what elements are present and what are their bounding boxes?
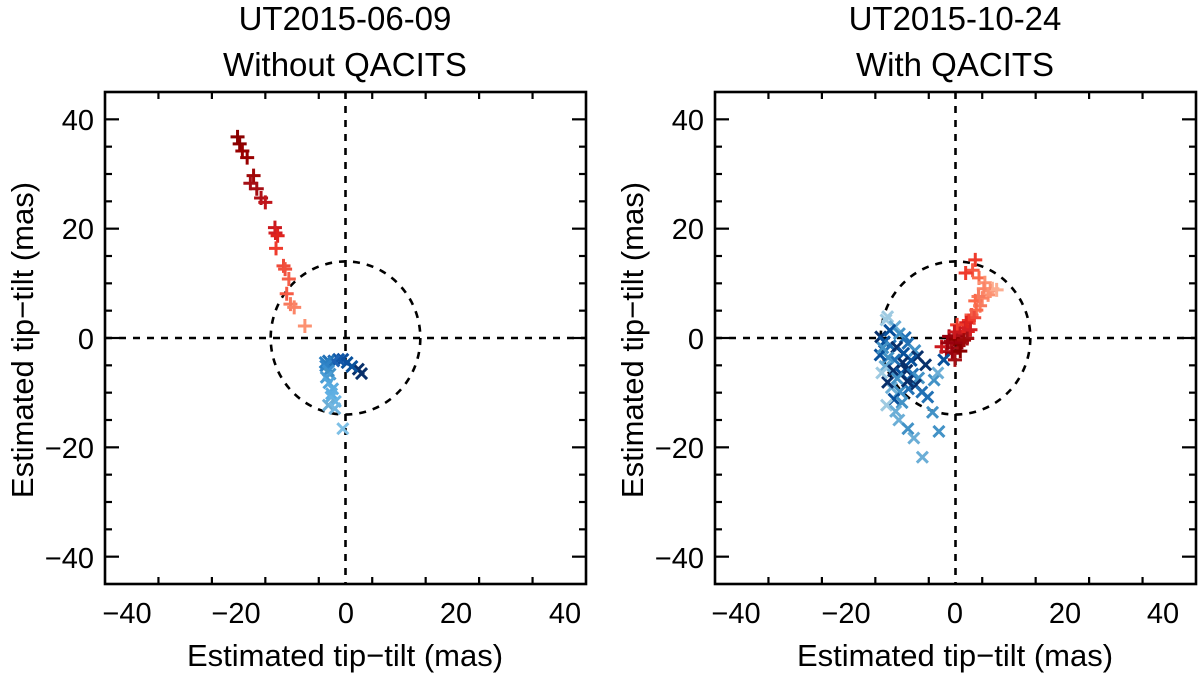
y-tick-label: 40 — [62, 105, 94, 137]
cross-marker — [325, 387, 339, 401]
x-tick-label: −40 — [102, 598, 151, 630]
x-tick-label: 20 — [440, 598, 472, 630]
plus-marker — [989, 282, 1004, 297]
y-tick-label: 20 — [672, 214, 704, 246]
plus-marker — [230, 129, 245, 144]
panel-title-mode: Without QACITS — [223, 46, 467, 83]
plus-marker — [957, 333, 972, 348]
y-tick-label: −40 — [655, 543, 704, 575]
cross-marker — [901, 422, 915, 436]
cross-marker — [927, 373, 941, 387]
y-axis-label: Estimated tip−tilt (mas) — [615, 182, 650, 498]
cross-marker — [889, 404, 903, 418]
plus-marker — [940, 335, 955, 350]
x-axis-label: Estimated tip−tilt (mas) — [797, 638, 1113, 673]
cross-marker — [886, 364, 901, 378]
x-tick-label: −20 — [211, 598, 260, 630]
cross-marker — [900, 374, 914, 388]
cross-marker — [931, 366, 945, 380]
panel-title-date: UT2015-06-09 — [239, 0, 452, 37]
plus-marker — [258, 195, 273, 210]
plus-marker — [240, 150, 255, 165]
plus-marker — [945, 346, 960, 361]
reference-circle — [879, 260, 1032, 416]
x-tick-label: 0 — [338, 598, 354, 630]
cross-marker — [322, 376, 336, 390]
cross-marker — [912, 371, 926, 385]
x-tick-label: 40 — [1147, 598, 1179, 630]
y-tick-label: 40 — [672, 105, 704, 137]
plus-marker — [270, 228, 285, 243]
plus-marker — [953, 344, 968, 359]
cross-marker — [892, 327, 906, 341]
cross-marker — [915, 450, 929, 464]
cross-marker — [879, 398, 894, 412]
cross-marker — [875, 366, 889, 380]
y-tick-label: −40 — [45, 543, 94, 575]
reference-circle — [269, 260, 422, 416]
cross-marker — [318, 356, 332, 370]
y-tick-label: −20 — [45, 433, 94, 465]
cross-marker — [915, 385, 929, 399]
cross-marker — [919, 358, 933, 372]
cross-marker — [932, 424, 946, 439]
plus-marker — [268, 226, 283, 241]
x-tick-label: 20 — [1049, 598, 1081, 630]
x-tick-label: 40 — [549, 598, 581, 630]
plus-marker — [278, 262, 293, 277]
y-axis-label: Estimated tip−tilt (mas) — [5, 182, 40, 498]
plus-marker — [947, 352, 962, 367]
y-tick-label: 20 — [62, 214, 94, 246]
cross-marker — [321, 398, 335, 412]
cross-marker — [890, 371, 904, 386]
plus-marker — [232, 136, 247, 151]
cross-marker — [925, 405, 940, 419]
panel-title-date: UT2015-10-24 — [849, 0, 1062, 37]
panel-without-qacits: UT2015-06-09 Without QACITS Estimated ti… — [5, 0, 588, 673]
cross-marker — [881, 375, 895, 389]
plus-marker — [276, 258, 291, 273]
plus-marker — [297, 318, 312, 333]
plus-marker — [246, 168, 261, 183]
plus-marker — [281, 271, 296, 286]
plus-marker — [968, 252, 983, 267]
cross-marker — [937, 353, 951, 367]
y-tick-label: 0 — [78, 324, 94, 356]
plus-marker — [965, 263, 980, 278]
panel-with-qacits: UT2015-10-24 With QACITS Estimated tip−t… — [615, 0, 1198, 673]
cross-marker — [895, 395, 909, 410]
x-tick-label: 0 — [947, 598, 963, 630]
plus-marker — [958, 265, 973, 280]
y-tick-label: −20 — [655, 433, 704, 465]
cross-marker — [876, 341, 890, 355]
panel-title-mode: With QACITS — [856, 46, 1054, 83]
x-tick-label: −20 — [821, 598, 870, 630]
cross-marker — [881, 310, 895, 324]
y-tick-label: 0 — [688, 324, 704, 356]
x-axis-label: Estimated tip−tilt (mas) — [187, 638, 503, 673]
plus-marker — [947, 324, 962, 339]
cross-marker — [878, 359, 892, 373]
cross-marker — [907, 431, 921, 445]
x-tick-label: −40 — [711, 598, 760, 630]
plus-marker — [279, 286, 294, 301]
plus-marker — [249, 181, 264, 196]
plus-marker — [963, 322, 978, 337]
cross-marker — [883, 323, 897, 337]
plus-marker — [269, 241, 284, 256]
cross-marker — [336, 422, 350, 436]
plus-marker — [287, 300, 302, 315]
cross-marker — [873, 348, 887, 362]
cross-marker — [328, 401, 342, 416]
plus-marker — [950, 317, 965, 332]
